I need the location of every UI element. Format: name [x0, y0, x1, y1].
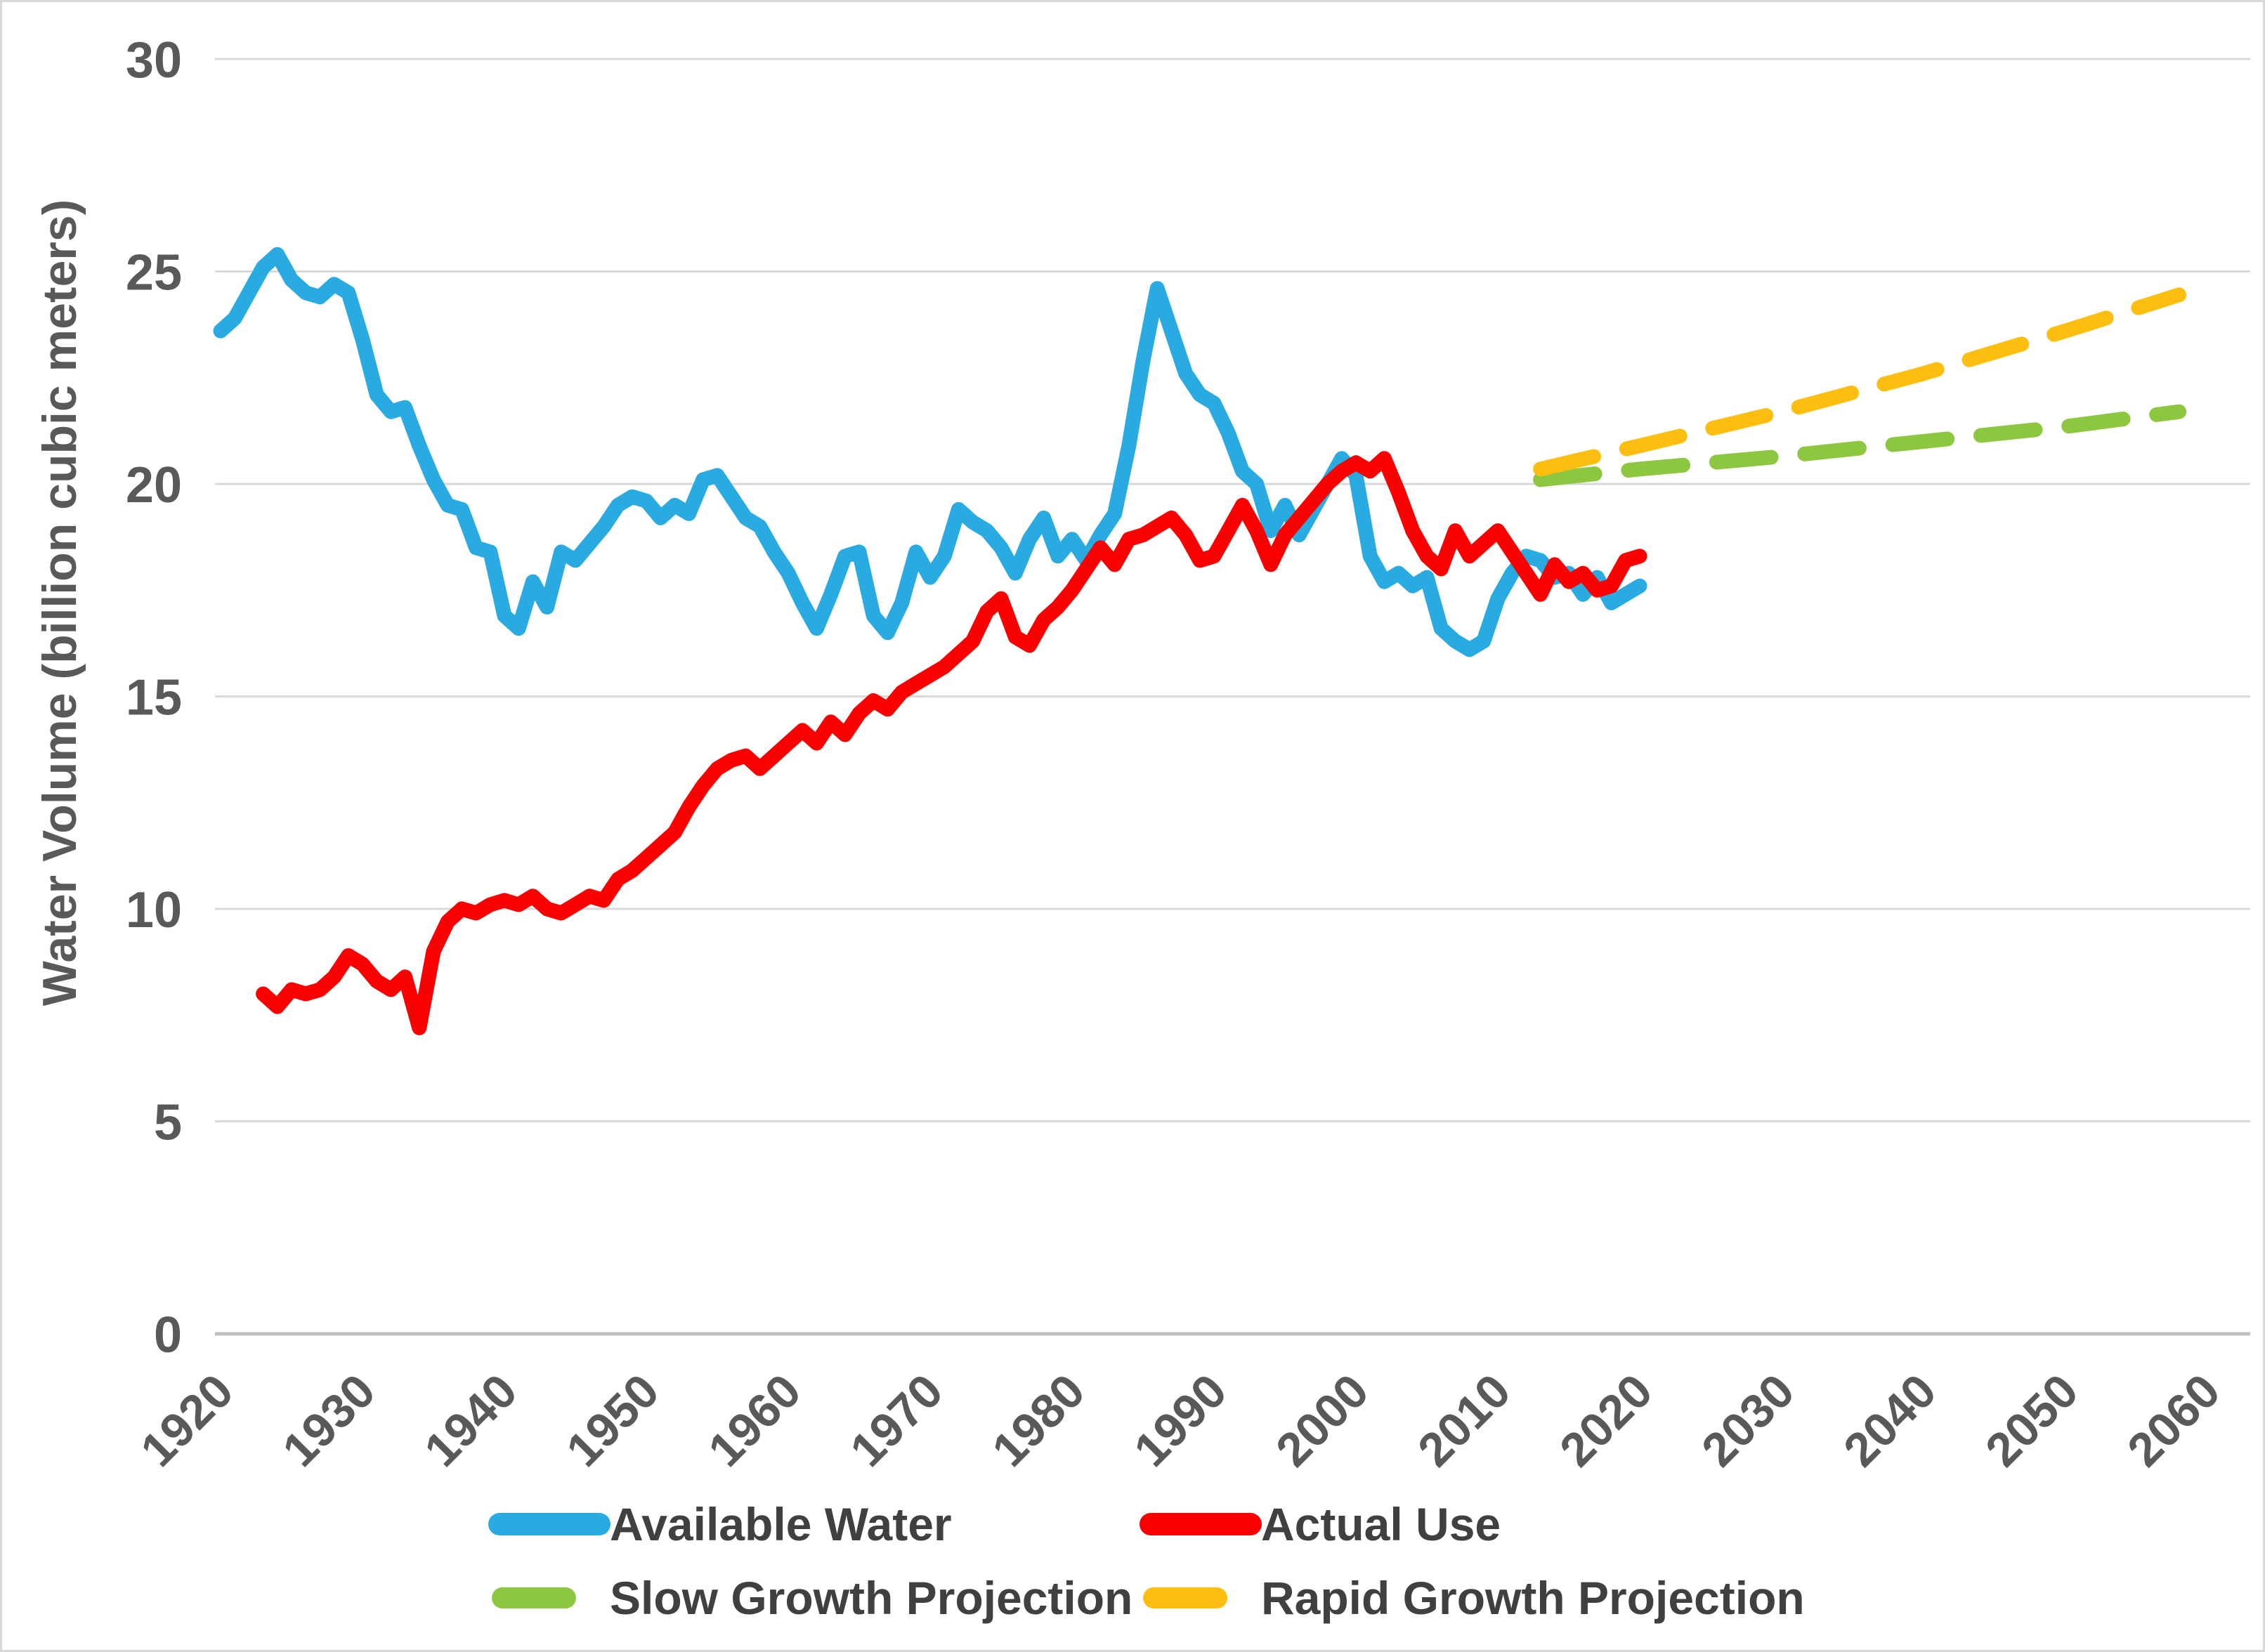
x-tick-label-1960: 1960: [698, 1364, 811, 1477]
x-tick-label-2050: 2050: [1976, 1364, 2089, 1477]
y-tick-label-5: 5: [154, 1095, 182, 1151]
y-tick-label-10: 10: [126, 882, 182, 938]
y-axis-tick-labels: 0 5 10 15 20 25 30: [126, 32, 182, 1363]
x-tick-label-1950: 1950: [556, 1364, 670, 1477]
legend-label-slow-growth-projection: Slow Growth Projection: [610, 1572, 1132, 1624]
x-tick-label-1920: 1920: [131, 1364, 244, 1477]
y-tick-label-30: 30: [126, 32, 182, 88]
x-tick-label-2000: 2000: [1266, 1364, 1379, 1477]
legend-label-actual-use: Actual Use: [1261, 1498, 1501, 1550]
x-tick-label-1970: 1970: [840, 1364, 953, 1477]
x-tick-label-1940: 1940: [415, 1364, 528, 1477]
gridlines: [215, 58, 2250, 1336]
x-tick-label-2040: 2040: [1834, 1364, 1947, 1477]
legend: Available Water Actual Use Slow Growth P…: [488, 1498, 1805, 1624]
series-line-actual-use: [256, 451, 1647, 1035]
x-tick-label-1990: 1990: [1124, 1364, 1237, 1477]
x-tick-label-2010: 2010: [1408, 1364, 1521, 1477]
x-tick-label-2060: 2060: [2117, 1364, 2231, 1477]
x-tick-label-2020: 2020: [1550, 1364, 1663, 1477]
data-series: [213, 247, 2187, 1035]
series-line-available-water: [213, 247, 1647, 657]
series-line-rapid-growth-projection: [1533, 287, 2187, 477]
series-line-slow-growth-projection: [1533, 404, 2187, 487]
y-tick-label-25: 25: [126, 245, 182, 301]
y-tick-label-0: 0: [154, 1307, 182, 1363]
legend-label-available-water: Available Water: [610, 1498, 952, 1550]
x-axis-tick-labels: 1920 1930 1940 1950 1960 1970 1980 1990 2000 2010…: [131, 1364, 2231, 1477]
y-tick-label-15: 15: [126, 670, 182, 726]
x-tick-label-2030: 2030: [1692, 1364, 1805, 1477]
legend-label-rapid-growth-projection: Rapid Growth Projection: [1261, 1572, 1805, 1624]
y-tick-label-20: 20: [126, 457, 182, 513]
x-tick-label-1980: 1980: [982, 1364, 1095, 1477]
x-tick-label-1930: 1930: [273, 1364, 386, 1477]
y-axis-title: Water Volume (billion cubic meters): [33, 199, 86, 1007]
